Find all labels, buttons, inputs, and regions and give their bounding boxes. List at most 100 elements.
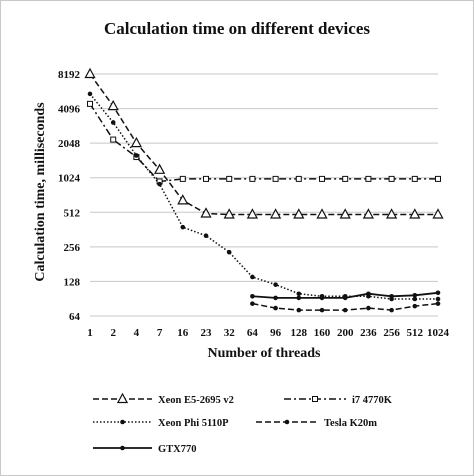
series-line — [89, 73, 438, 216]
chart-title: Calculation time on different devices — [104, 19, 370, 38]
x-tick-label: 32 — [224, 327, 236, 339]
data-point-circle — [284, 419, 290, 425]
data-point-triangle — [385, 208, 398, 219]
data-point-triangle — [200, 207, 212, 218]
y-tick-label: 2048 — [58, 138, 81, 150]
data-point-triangle — [362, 208, 375, 219]
y-tick-label: 512 — [64, 207, 81, 219]
data-point-circle — [273, 305, 278, 311]
y-tick-label: 4096 — [58, 104, 81, 116]
data-point-circle — [203, 233, 209, 239]
data-point-circle — [435, 290, 441, 296]
series-line — [89, 103, 438, 183]
data-point-circle — [389, 293, 394, 299]
plot-series — [84, 67, 444, 313]
data-point-square — [388, 175, 395, 182]
data-point-triangle — [130, 136, 143, 148]
data-point-square — [319, 175, 325, 182]
y-tick-label: 1024 — [58, 173, 81, 185]
data-point-circle — [110, 120, 116, 125]
data-point-circle — [319, 307, 325, 313]
gridlines — [90, 73, 438, 317]
data-point-square — [411, 175, 418, 182]
data-point-triangle — [177, 194, 189, 205]
data-point-square — [110, 136, 117, 143]
data-point-circle — [412, 296, 418, 302]
legend-label: GTX770 — [158, 444, 197, 455]
x-tick-label: 236 — [360, 327, 377, 339]
data-point-triangle — [116, 392, 129, 404]
x-tick-label: 64 — [247, 327, 259, 339]
legend: Xeon E5-2695 v2 i7 4770K Xeon Phi 5110P Tes… — [93, 392, 393, 455]
data-point-triangle — [223, 208, 235, 219]
data-point-square — [179, 175, 186, 182]
data-point-circle — [120, 445, 125, 451]
data-point-triangle — [432, 208, 444, 219]
data-point-circle — [180, 224, 186, 230]
data-point-circle — [157, 181, 162, 187]
data-point-square — [342, 175, 349, 182]
data-point-square — [295, 175, 302, 182]
data-point-triangle — [153, 163, 166, 174]
data-point-circle — [435, 296, 441, 302]
data-point-triangle — [107, 99, 119, 111]
data-point-square — [87, 100, 93, 107]
x-tick-label: 16 — [177, 327, 189, 339]
data-point-circle — [412, 303, 418, 309]
data-point-square — [226, 175, 233, 182]
data-point-square — [203, 175, 209, 182]
x-tick-label: 160 — [314, 327, 331, 339]
data-point-triangle — [269, 208, 282, 219]
x-tick-label: 512 — [407, 327, 424, 339]
data-point-circle — [389, 307, 394, 313]
data-point-triangle — [409, 208, 421, 219]
x-tick-label: 23 — [201, 327, 213, 339]
legend-label: i7 4770K — [352, 395, 393, 406]
x-tick-label: 256 — [383, 327, 400, 339]
legend-label: Xeon E5-2695 v2 — [158, 395, 234, 406]
x-tick-label: 4 — [134, 327, 140, 339]
data-point-square — [272, 175, 279, 182]
data-point-triangle — [339, 208, 351, 219]
data-point-circle — [120, 419, 125, 425]
data-point-circle — [250, 293, 255, 299]
data-point-square — [249, 175, 256, 182]
y-tick-label: 128 — [64, 276, 81, 288]
data-point-circle — [226, 249, 232, 255]
data-point-circle — [87, 91, 93, 97]
legend-label: Tesla K20m — [324, 418, 377, 429]
x-axis-title: Number of threads — [207, 346, 321, 361]
data-point-circle — [412, 292, 418, 298]
data-point-circle — [273, 282, 278, 287]
y-tick-label: 8192 — [58, 69, 81, 81]
x-tick-label: 2 — [110, 327, 116, 339]
data-point-circle — [435, 301, 441, 306]
data-point-triangle — [316, 208, 328, 219]
x-tick-label: 128 — [291, 327, 308, 339]
data-point-circle — [342, 307, 348, 313]
data-point-circle — [342, 295, 348, 301]
data-point-circle — [250, 301, 255, 306]
data-point-circle — [366, 291, 371, 297]
y-axis-title: Calculation time, milliseconds — [33, 102, 48, 282]
data-point-square — [365, 175, 372, 182]
y-tick-label: 64 — [69, 311, 81, 323]
data-point-circle — [366, 305, 371, 311]
data-point-circle — [273, 295, 278, 301]
data-point-circle — [134, 153, 139, 158]
data-point-circle — [319, 295, 325, 301]
data-point-circle — [250, 274, 255, 280]
data-point-triangle — [246, 208, 259, 219]
x-tick-label: 1 — [87, 327, 93, 339]
x-tick-label: 200 — [337, 327, 354, 339]
y-tick-label: 256 — [64, 242, 81, 254]
data-point-triangle — [293, 208, 305, 219]
data-point-triangle — [84, 67, 96, 79]
legend-label: Xeon Phi 5110P — [158, 418, 229, 429]
series-line — [89, 93, 438, 300]
data-point-circle — [296, 291, 302, 297]
data-point-circle — [296, 295, 302, 301]
